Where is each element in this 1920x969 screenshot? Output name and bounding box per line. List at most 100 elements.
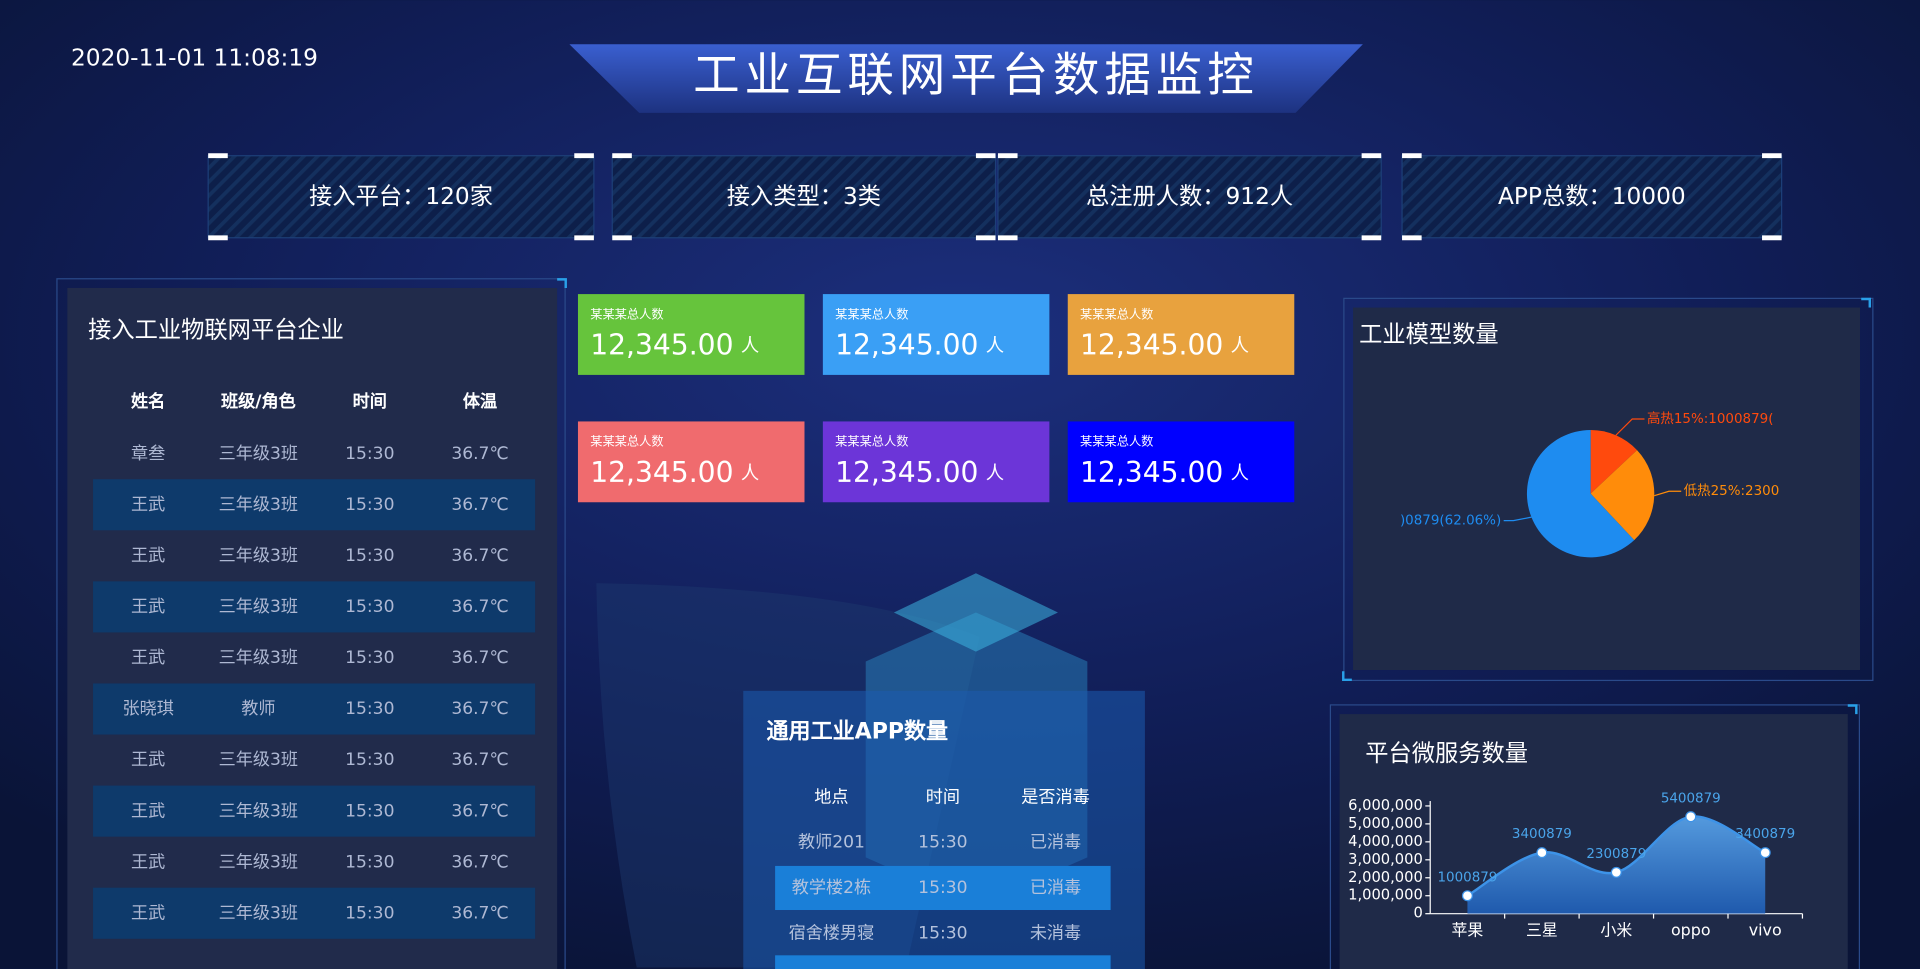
stat-text: 总注册人数：912人 <box>1086 183 1293 210</box>
table-cell: 15:30 <box>918 923 967 943</box>
table-cell: 三年级3班 <box>219 750 298 770</box>
leader-line <box>1503 516 1532 522</box>
table-cell: 王武 <box>131 546 165 566</box>
table-cell: 三年级3班 <box>219 903 298 923</box>
card-label: 某某某总人数 <box>1080 306 1153 321</box>
panel-title: 通用工业APP数量 <box>767 718 949 744</box>
table-cell: 已消毒 <box>1030 833 1081 853</box>
table-cell: 15:30 <box>345 750 394 770</box>
table-cell: 三年级3班 <box>219 444 298 464</box>
column-header: 姓名 <box>131 391 165 412</box>
table-cell: 教师 <box>241 699 275 719</box>
header-banner <box>569 44 1363 113</box>
data-label: 3400879 <box>1735 827 1795 842</box>
card-unit: 人 <box>986 463 1004 484</box>
column-header: 是否消毒 <box>1021 787 1090 807</box>
card-unit: 人 <box>986 336 1004 357</box>
table-cell: 15:30 <box>345 801 394 821</box>
column-header: 时间 <box>353 391 387 412</box>
table-row <box>93 785 536 837</box>
table-cell: 三年级3班 <box>219 801 298 821</box>
pie-label: 高热15%:1000879( <box>1647 410 1774 427</box>
x-tick-label: vivo <box>1749 920 1782 939</box>
table-cell: 36.7℃ <box>451 699 508 719</box>
y-tick-label: 2,000,000 <box>1348 869 1423 886</box>
corner <box>557 278 567 288</box>
stat-corners <box>208 153 594 241</box>
table-cell: 宿舍楼男寝 <box>789 922 875 943</box>
chart-title: 平台微服务数量 <box>1365 740 1528 767</box>
card-label: 某某某总人数 <box>590 306 663 321</box>
table-cell: 36.7℃ <box>451 495 508 515</box>
table-cell: 36.7℃ <box>451 750 508 770</box>
point <box>1685 811 1697 823</box>
stat-card <box>577 294 805 375</box>
stat-card <box>1067 294 1295 375</box>
panel <box>1339 714 1848 969</box>
table-cell: 15:30 <box>918 878 967 898</box>
card-label: 某某某总人数 <box>590 434 663 449</box>
card-label: 某某某总人数 <box>835 434 908 449</box>
table-cell: 三年级3班 <box>219 546 298 566</box>
table-cell: 15:30 <box>345 495 394 515</box>
y-tick-label: 3,000,000 <box>1348 851 1423 868</box>
table-cell: 15:30 <box>345 699 394 719</box>
table-cell: 已消毒 <box>1030 878 1081 898</box>
card-unit: 人 <box>1231 336 1249 357</box>
stat-box <box>1401 155 1783 239</box>
table-cell: 三年级3班 <box>219 852 298 872</box>
stat-corners <box>612 153 996 241</box>
area <box>1467 816 1766 914</box>
table-cell: 36.7℃ <box>451 801 508 821</box>
column-header: 时间 <box>926 787 960 807</box>
table-cell: 教师201 <box>798 833 865 853</box>
chart-title: 工业模型数量 <box>1359 321 1499 348</box>
y-tick-label: 6,000,000 <box>1348 797 1423 814</box>
card-label: 某某某总人数 <box>1080 434 1153 449</box>
table-cell: 36.7℃ <box>451 852 508 872</box>
corner <box>1342 297 1872 682</box>
table-cell: 三年级3班 <box>219 648 298 668</box>
stat-box <box>207 155 595 239</box>
table-cell: 36.7℃ <box>451 444 508 464</box>
table-cell: 王武 <box>131 750 165 770</box>
card-unit: 人 <box>1231 463 1249 484</box>
table-cell: 15:30 <box>345 852 394 872</box>
stat-box <box>997 155 1382 239</box>
data-label: 2300879 <box>1586 847 1646 862</box>
card-label: 某某某总人数 <box>835 306 908 321</box>
table-row <box>775 955 1111 969</box>
data-label: 5400879 <box>1661 791 1721 806</box>
table-cell: 未消毒 <box>1030 923 1081 943</box>
table-cell: 王武 <box>131 801 165 821</box>
card-unit: 人 <box>741 463 759 484</box>
y-tick-label: 1,000,000 <box>1348 887 1423 904</box>
stat-card <box>822 294 1050 375</box>
table-row <box>93 683 536 735</box>
table-cell: 王武 <box>131 597 165 617</box>
card-number: 12,345.00 <box>835 456 978 489</box>
y-tick-label: 5,000,000 <box>1348 815 1423 832</box>
panel-title: 接入工业物联网平台企业 <box>88 316 344 343</box>
card-value: 12,345.00 人 <box>590 456 759 489</box>
table-row <box>93 479 536 531</box>
page-title: 工业互联网平台数据监控 <box>693 48 1259 102</box>
table-cell: 王武 <box>131 495 165 515</box>
pie-slice <box>1590 450 1655 541</box>
card-number: 12,345.00 <box>590 329 733 362</box>
point <box>1536 847 1548 859</box>
table-cell: 王武 <box>131 648 165 668</box>
table-cell: 教学楼2栋 <box>792 878 871 898</box>
table-cell: 三年级3班 <box>219 495 298 515</box>
table-cell: 三年级3班 <box>219 597 298 617</box>
table-row <box>93 887 536 939</box>
data-label: 1000879 <box>1437 870 1497 885</box>
stat-corners <box>1402 153 1782 241</box>
point <box>1759 847 1771 859</box>
panel-frame <box>1343 297 1874 682</box>
table-cell: 王武 <box>131 903 165 923</box>
app-panel <box>743 690 1145 969</box>
stat-card <box>822 421 1050 503</box>
table-cell: 15:30 <box>345 903 394 923</box>
